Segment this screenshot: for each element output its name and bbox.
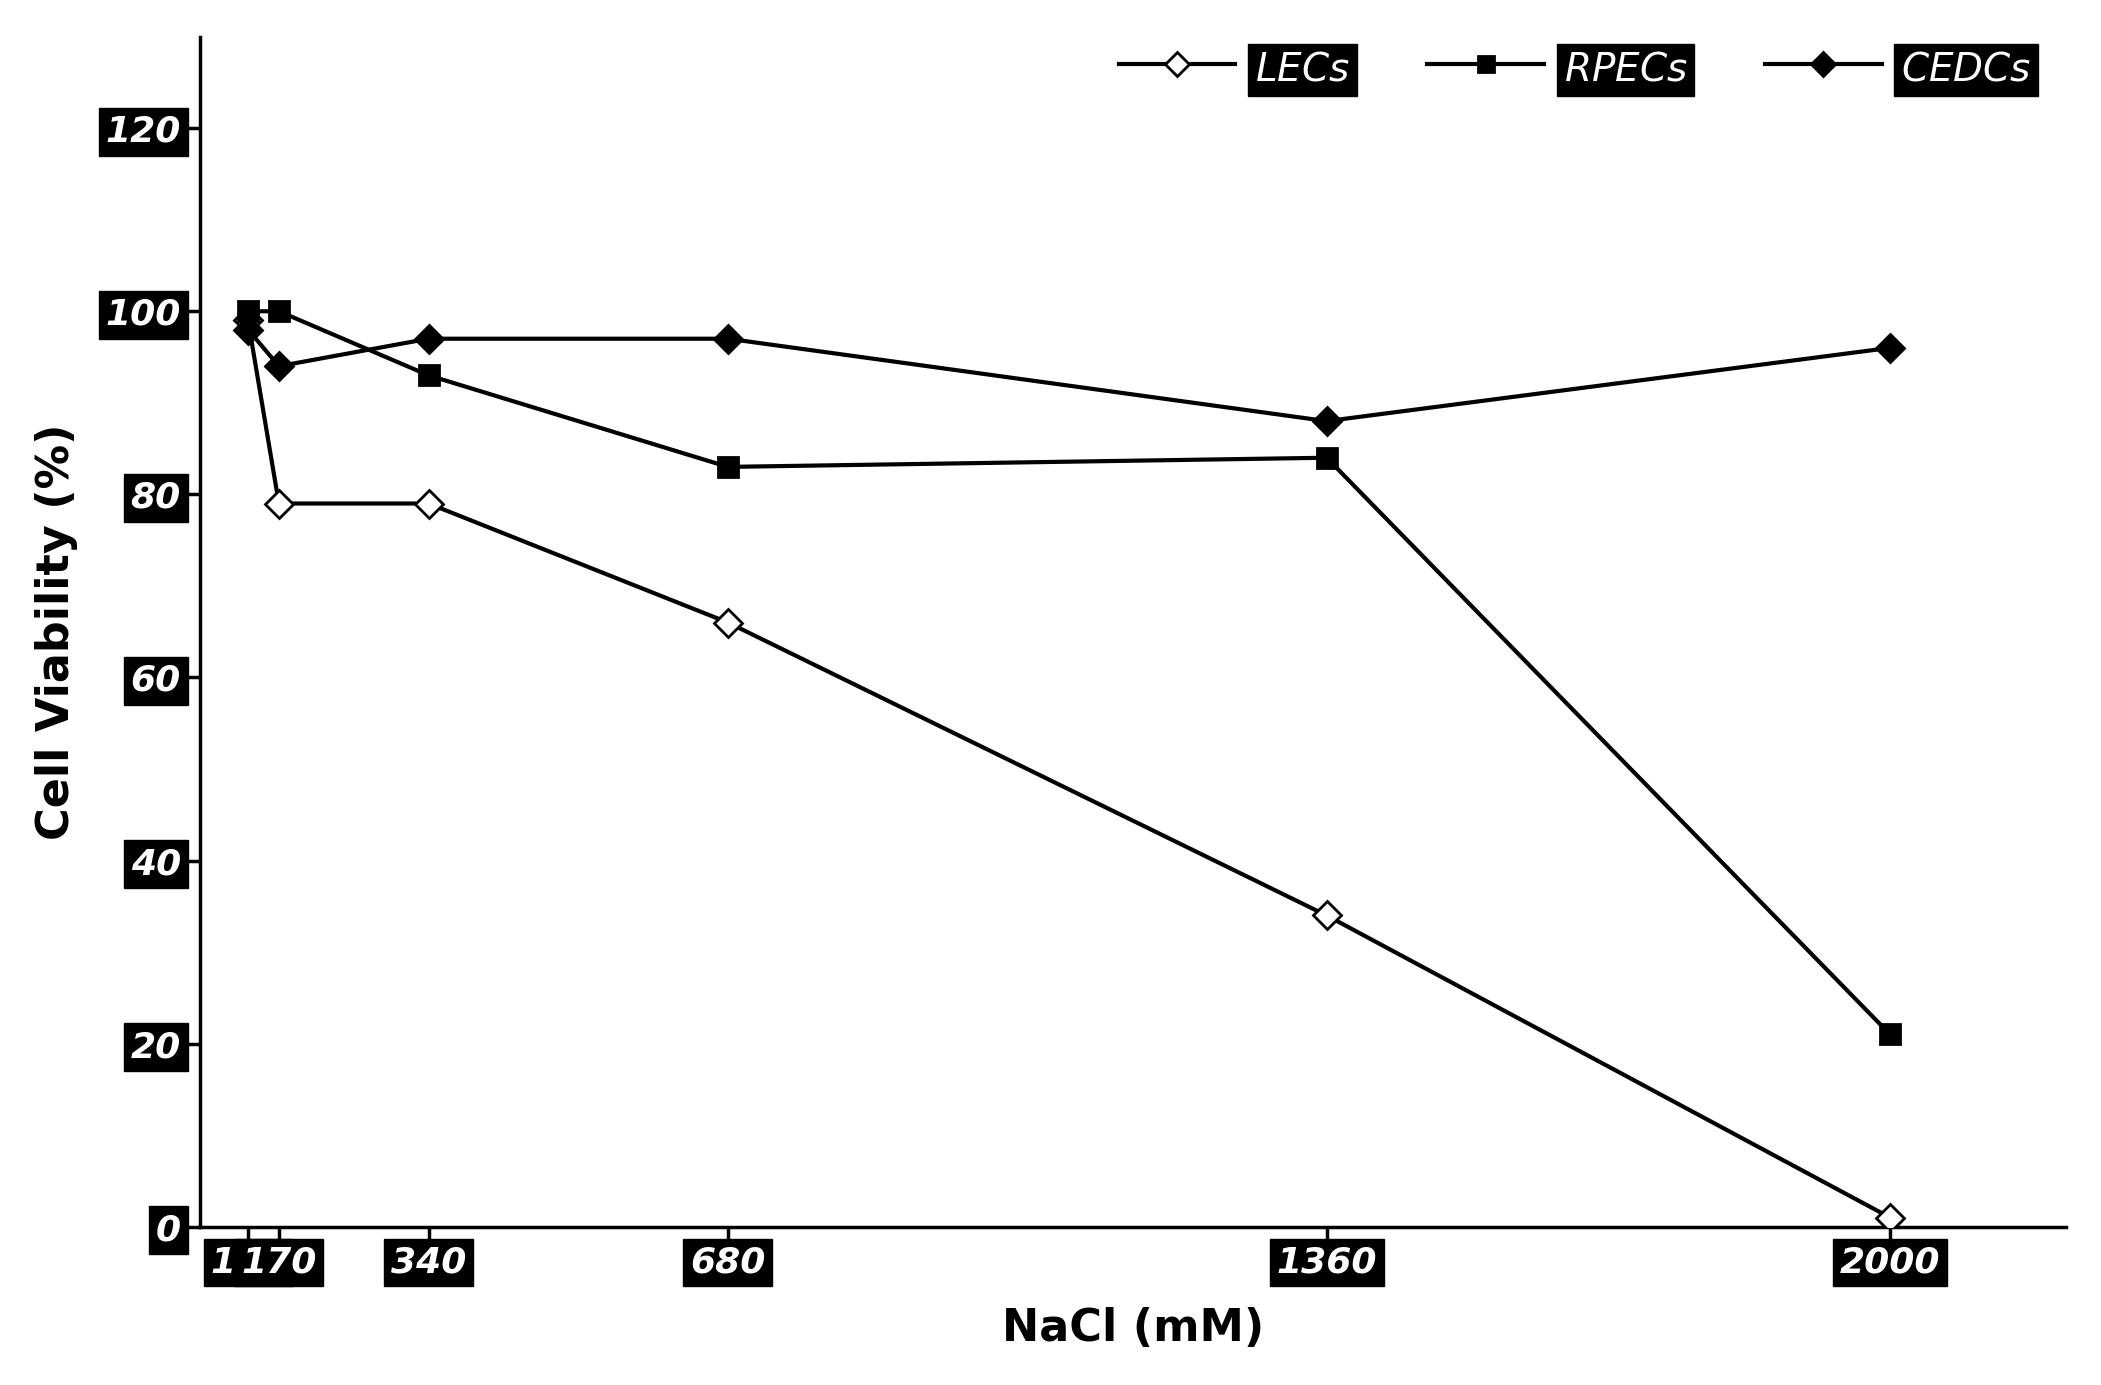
X-axis label: NaCl (mM): NaCl (mM) [1002,1307,1265,1350]
Legend: $\it{LECs}$, $\it{RPECs}$, $\it{CEDCs}$: $\it{LECs}$, $\it{RPECs}$, $\it{CEDCs}$ [1103,32,2046,104]
Y-axis label: Cell Viability (%): Cell Viability (%) [36,424,78,839]
